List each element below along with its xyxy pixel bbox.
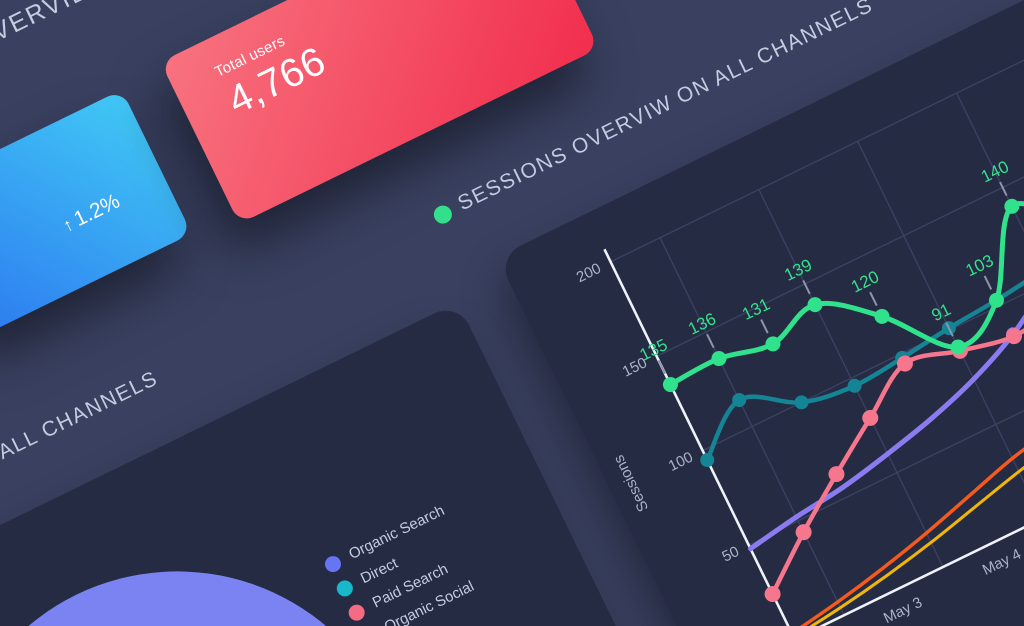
data-point — [874, 308, 890, 324]
point-label: 139 — [781, 255, 815, 285]
point-label: 103 — [963, 251, 997, 281]
series-line-4 — [790, 318, 1024, 626]
x-axis — [794, 298, 1024, 626]
y-axis — [603, 248, 796, 626]
data-point — [1005, 328, 1022, 345]
data-point — [765, 336, 781, 352]
gridline-horizontal — [610, 0, 1024, 263]
data-point — [711, 351, 727, 367]
data-point — [896, 355, 913, 372]
series-line-5 — [792, 332, 1024, 626]
point-label-tick — [706, 333, 715, 349]
legend-swatch-icon — [345, 601, 368, 623]
point-label-tick — [760, 319, 769, 334]
users-change-value: ↑1.2% — [59, 189, 124, 237]
data-point — [862, 409, 879, 426]
point-label-tick — [657, 359, 667, 375]
data-point — [950, 339, 966, 355]
data-point — [794, 395, 809, 410]
point-label-tick — [802, 279, 811, 295]
legend-swatch-icon — [322, 552, 344, 575]
sessions-section-bullet-icon — [430, 202, 455, 227]
data-point — [988, 292, 1004, 308]
data-point — [795, 524, 812, 541]
y-tick-label: 50 — [719, 543, 741, 566]
gridline-horizontal — [656, 13, 1024, 357]
data-point — [732, 393, 747, 408]
point-label: 140 — [978, 157, 1012, 187]
data-point — [764, 586, 781, 603]
gridline-vertical — [758, 189, 944, 568]
users-change-card: ↑1.2% — [0, 89, 192, 335]
series-line-0 — [667, 182, 1024, 388]
x-tick-label: May 3 — [881, 594, 925, 626]
data-point — [1004, 198, 1020, 214]
total-users-value: 4,766 — [221, 38, 333, 124]
legend-swatch-icon — [333, 577, 356, 599]
data-point — [828, 466, 845, 483]
y-tick-label: 100 — [666, 449, 696, 475]
series-line-1 — [704, 212, 1024, 463]
gridline-horizontal — [702, 108, 1024, 452]
point-label-tick — [983, 275, 993, 290]
point-label: 120 — [848, 267, 882, 297]
y-tick-label: 200 — [574, 260, 604, 286]
x-tick-label: May 4 — [980, 546, 1024, 579]
point-label: 136 — [685, 309, 719, 339]
gridline-horizontal — [748, 202, 1024, 546]
point-label-tick — [999, 181, 1008, 196]
page-title: OVERVIEW — [0, 0, 116, 57]
legend-label: Direct — [357, 554, 401, 588]
data-point — [807, 297, 823, 313]
gridline-vertical — [659, 237, 845, 616]
data-point — [700, 453, 715, 468]
users-change-percent: 1.2% — [70, 189, 124, 232]
data-point — [847, 378, 862, 393]
y-axis-title: Sessions — [610, 452, 652, 514]
channels-legend: Organic Search Direct Paid Search Organic S… — [322, 502, 487, 626]
point-label: 131 — [739, 294, 773, 324]
series-line-2 — [770, 238, 1024, 597]
total-users-card: Total users 4,766 — [160, 0, 599, 224]
point-label-tick — [945, 322, 954, 337]
point-label-tick — [869, 291, 878, 307]
data-point — [662, 377, 678, 393]
gridline-vertical — [857, 140, 1024, 520]
gridline-vertical — [955, 92, 1024, 471]
